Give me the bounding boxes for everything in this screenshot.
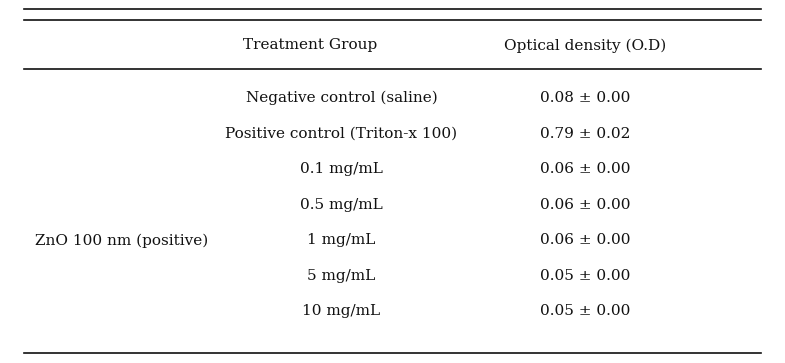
Text: Positive control (Triton-x 100): Positive control (Triton-x 100) (225, 127, 458, 140)
Text: 5 mg/mL: 5 mg/mL (308, 269, 375, 283)
Text: 0.06 ± 0.00: 0.06 ± 0.00 (539, 198, 630, 212)
Text: Optical density (O.D): Optical density (O.D) (504, 38, 666, 53)
Text: Negative control (saline): Negative control (saline) (246, 91, 437, 105)
Text: 10 mg/mL: 10 mg/mL (302, 305, 381, 318)
Text: 0.5 mg/mL: 0.5 mg/mL (300, 198, 383, 212)
Text: 0.79 ± 0.02: 0.79 ± 0.02 (539, 127, 630, 140)
Text: Treatment Group: Treatment Group (243, 38, 378, 52)
Text: 1 mg/mL: 1 mg/mL (307, 233, 376, 247)
Text: ZnO 100 nm (positive): ZnO 100 nm (positive) (35, 233, 208, 248)
Text: 0.06 ± 0.00: 0.06 ± 0.00 (539, 162, 630, 176)
Text: 0.05 ± 0.00: 0.05 ± 0.00 (539, 269, 630, 283)
Text: 0.08 ± 0.00: 0.08 ± 0.00 (539, 91, 630, 105)
Text: 0.1 mg/mL: 0.1 mg/mL (300, 162, 383, 176)
Text: 0.05 ± 0.00: 0.05 ± 0.00 (539, 305, 630, 318)
Text: 0.06 ± 0.00: 0.06 ± 0.00 (539, 233, 630, 247)
